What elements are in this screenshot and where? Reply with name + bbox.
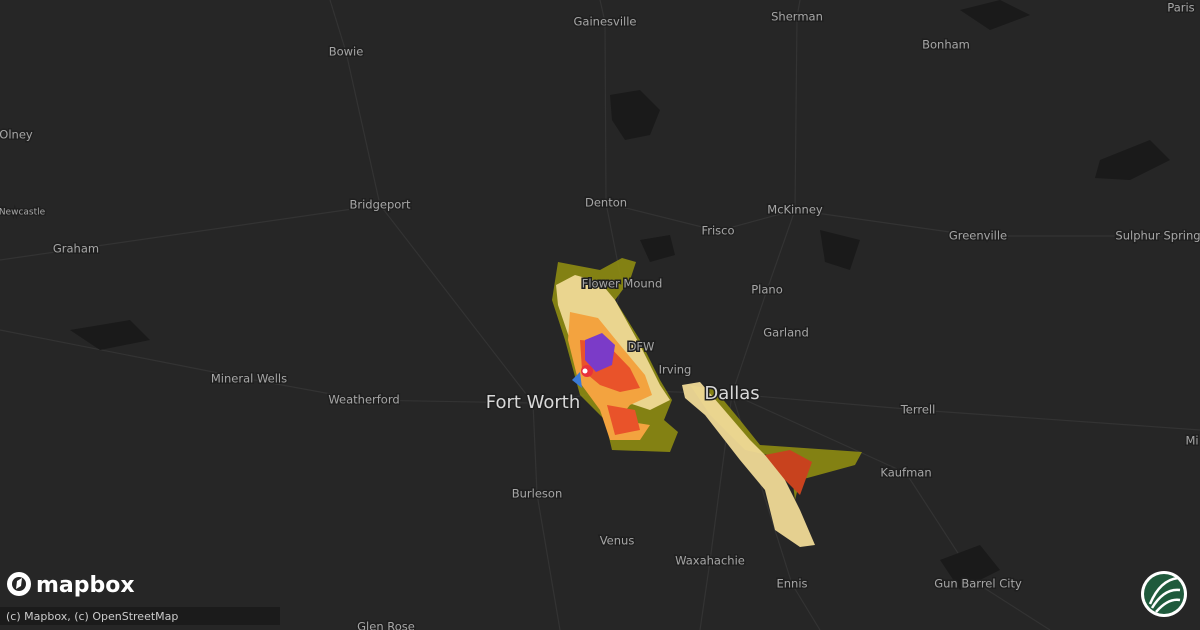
hail-swath-point	[582, 368, 588, 374]
city-label: McKinney	[767, 203, 823, 217]
city-label: Ennis	[776, 577, 807, 591]
hail-swath-minor	[572, 372, 582, 388]
city-label: Greenville	[949, 229, 1007, 243]
city-label: Fort Worth	[486, 392, 581, 413]
brand-badge	[1141, 571, 1187, 617]
city-label: Sulphur Spring	[1115, 229, 1200, 243]
city-label: Paris	[1167, 1, 1194, 15]
city-label: Sherman	[771, 10, 823, 24]
city-label: Waxahachie	[675, 554, 745, 568]
city-label: Newcastle	[0, 208, 46, 218]
city-label: Frisco	[701, 224, 734, 238]
city-label: Plano	[751, 283, 783, 297]
city-label: Gainesville	[574, 15, 637, 29]
hail-swaths	[552, 258, 862, 547]
city-label: DFW	[628, 340, 655, 354]
hail-swath-outer	[690, 385, 862, 500]
city-label: Olney	[0, 128, 33, 142]
city-label: Flower Mound	[582, 277, 663, 291]
logo-icon-mark	[16, 578, 22, 589]
city-label: Bridgeport	[349, 198, 411, 212]
city-label: Graham	[53, 242, 99, 256]
city-label: Bowie	[329, 45, 364, 59]
badge-mark	[1148, 576, 1181, 613]
city-label: Kaufman	[880, 466, 931, 480]
city-label: Terrell	[900, 403, 936, 417]
hail-swath-large	[607, 405, 640, 435]
hail-swath-severe	[585, 333, 615, 372]
city-label: Burleson	[512, 487, 563, 501]
hail-swath-light	[682, 382, 815, 547]
lakes	[70, 0, 1170, 590]
attribution[interactable]: (c) Mapbox, (c) OpenStreetMap	[6, 610, 178, 623]
city-label: Denton	[585, 196, 627, 210]
attribution-bar	[0, 607, 280, 625]
city-label: Mi	[1185, 434, 1198, 448]
city-label: Garland	[763, 326, 809, 340]
city-label: Dallas	[704, 383, 759, 404]
city-label: Weatherford	[328, 393, 399, 407]
mapbox-logo[interactable]: mapbox	[7, 572, 135, 598]
city-label: Bonham	[922, 38, 970, 52]
city-label: Irving	[659, 363, 692, 377]
hail-swath-large	[765, 450, 812, 495]
city-label: Venus	[600, 534, 635, 548]
logo-text: mapbox	[36, 573, 135, 598]
city-label: Glen Rose	[357, 620, 415, 630]
city-label: Mineral Wells	[211, 372, 287, 386]
city-label: Gun Barrel City	[934, 577, 1022, 591]
